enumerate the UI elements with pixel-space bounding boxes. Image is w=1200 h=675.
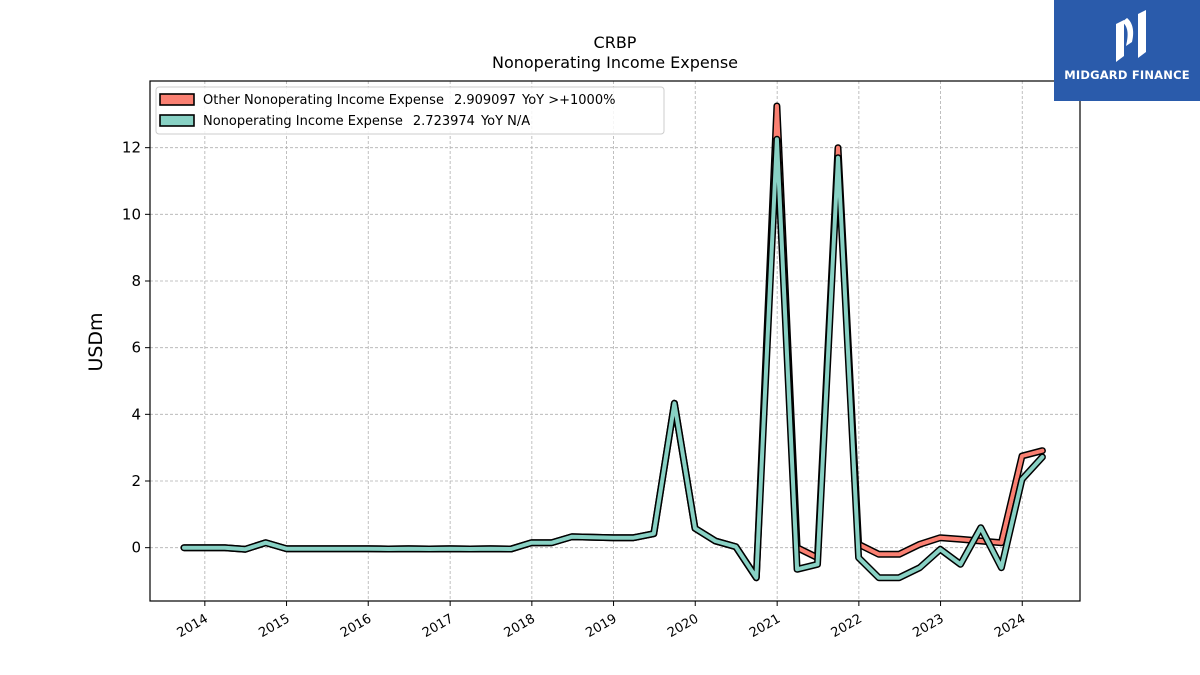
- series-1-point: [734, 545, 737, 548]
- series-0-point: [979, 540, 982, 543]
- legend-swatch-1: [159, 114, 195, 127]
- chart-title: CRBP: [594, 33, 637, 52]
- series-1-point: [571, 535, 574, 538]
- legend-entry-0: Other Nonoperating Income Expense 2.90909…: [203, 93, 615, 108]
- series-1-point: [918, 566, 921, 569]
- series-1-point: [898, 576, 901, 579]
- series-1-point: [305, 547, 308, 550]
- brand-logo: MIDGARD FINANCE: [1054, 0, 1200, 101]
- legend-series-name: Other Nonoperating Income Expense: [203, 93, 444, 108]
- legend: Other Nonoperating Income Expense 2.90909…: [155, 86, 665, 135]
- series-1-point: [591, 536, 594, 539]
- series-0-point: [1041, 449, 1044, 452]
- series-1-point: [857, 556, 860, 559]
- series-1-point: [979, 526, 982, 529]
- series-1-point: [877, 576, 880, 579]
- series-1-point: [469, 548, 472, 551]
- brand-name: MIDGARD FINANCE: [1064, 68, 1190, 82]
- x-tick-label: 2018: [502, 611, 538, 641]
- legend-swatch-0: [159, 93, 195, 106]
- series-1-point: [428, 548, 431, 551]
- y-tick-label: 6: [131, 339, 141, 357]
- series-1-point: [448, 547, 451, 550]
- series-0-point: [1021, 455, 1024, 458]
- series-1-point: [223, 546, 226, 549]
- series-1-point: [796, 568, 799, 571]
- series-1-point: [673, 402, 676, 405]
- series-0-point: [939, 536, 942, 539]
- series-1-line: [182, 137, 1045, 580]
- x-tick-label: 2015: [256, 611, 292, 641]
- y-tick-label: 2: [131, 472, 141, 490]
- series-1-point: [489, 547, 492, 550]
- series-1-point: [550, 541, 553, 544]
- legend-box: [155, 86, 665, 135]
- midgard-logo-icon: [1116, 10, 1146, 62]
- y-tick-label: 8: [131, 272, 141, 290]
- x-tick-label: 2023: [910, 611, 946, 641]
- series-1-point: [407, 547, 410, 550]
- series-layer: [180, 102, 1046, 582]
- series-1-point: [1021, 478, 1024, 481]
- grid-lines: [150, 81, 1080, 601]
- series-1-point: [285, 547, 288, 550]
- legend-series-value: 2.723974: [413, 114, 475, 129]
- series-1-point: [775, 138, 778, 141]
- series-1-point: [939, 548, 942, 551]
- series-1-point: [694, 527, 697, 530]
- series-1-point: [203, 546, 206, 549]
- series-0-point: [918, 543, 921, 546]
- series-1-point: [632, 536, 635, 539]
- series-1-point: [510, 548, 513, 551]
- series-1-point: [652, 532, 655, 535]
- x-tick-label: 2014: [175, 611, 211, 641]
- x-tick-label: 2020: [665, 611, 701, 641]
- series-0-point: [775, 105, 778, 108]
- series-1-point: [367, 547, 370, 550]
- x-tick-label: 2024: [992, 611, 1028, 641]
- y-tick-label: 0: [131, 539, 141, 557]
- y-tick-label: 10: [122, 205, 141, 223]
- y-tick-label: 12: [122, 139, 141, 157]
- series-0-point: [877, 553, 880, 556]
- series-1-point: [755, 576, 758, 579]
- legend-series-value: 2.909097: [454, 93, 516, 108]
- x-axis: 2014 2015 2016 2017 2018 2019 2020 2021 2022 2023…: [175, 601, 1028, 641]
- legend-series-yoy: YoY >+1000%: [521, 93, 615, 108]
- x-tick-label: 2016: [338, 611, 374, 641]
- legend-series-name: Nonoperating Income Expense: [203, 114, 403, 129]
- series-1-point: [387, 548, 390, 551]
- series-0-point: [1000, 541, 1003, 544]
- series-1-point: [264, 541, 267, 544]
- series-1-point: [183, 546, 186, 549]
- plot-frame: [149, 80, 1081, 602]
- series-1-point: [1000, 566, 1003, 569]
- y-axis: 0 2 4 6 8 10 12: [122, 139, 150, 557]
- series-1-point: [1041, 456, 1044, 459]
- legend-entry-1: Nonoperating Income Expense 2.723974 YoY N…: [203, 114, 530, 129]
- legend-series-yoy: YoY N/A: [480, 114, 530, 129]
- series-0-point: [959, 538, 962, 541]
- series-1-point: [714, 540, 717, 543]
- series-1-point: [244, 548, 247, 551]
- series-1-point: [530, 541, 533, 544]
- series-0-point: [837, 146, 840, 149]
- y-axis-label: USDm: [85, 312, 107, 371]
- series-1-point: [612, 536, 615, 539]
- series-1-point: [959, 563, 962, 566]
- series-1-point: [325, 547, 328, 550]
- series-1-point: [837, 156, 840, 159]
- series-1-point: [816, 563, 819, 566]
- x-tick-label: 2019: [583, 611, 619, 641]
- x-tick-label: 2017: [420, 611, 456, 641]
- series-1-point: [346, 547, 349, 550]
- x-tick-label: 2022: [829, 611, 865, 641]
- series-0-point: [898, 553, 901, 556]
- chart-subtitle: Nonoperating Income Expense: [492, 53, 738, 72]
- x-tick-label: 2021: [747, 611, 783, 641]
- y-tick-label: 4: [131, 405, 141, 423]
